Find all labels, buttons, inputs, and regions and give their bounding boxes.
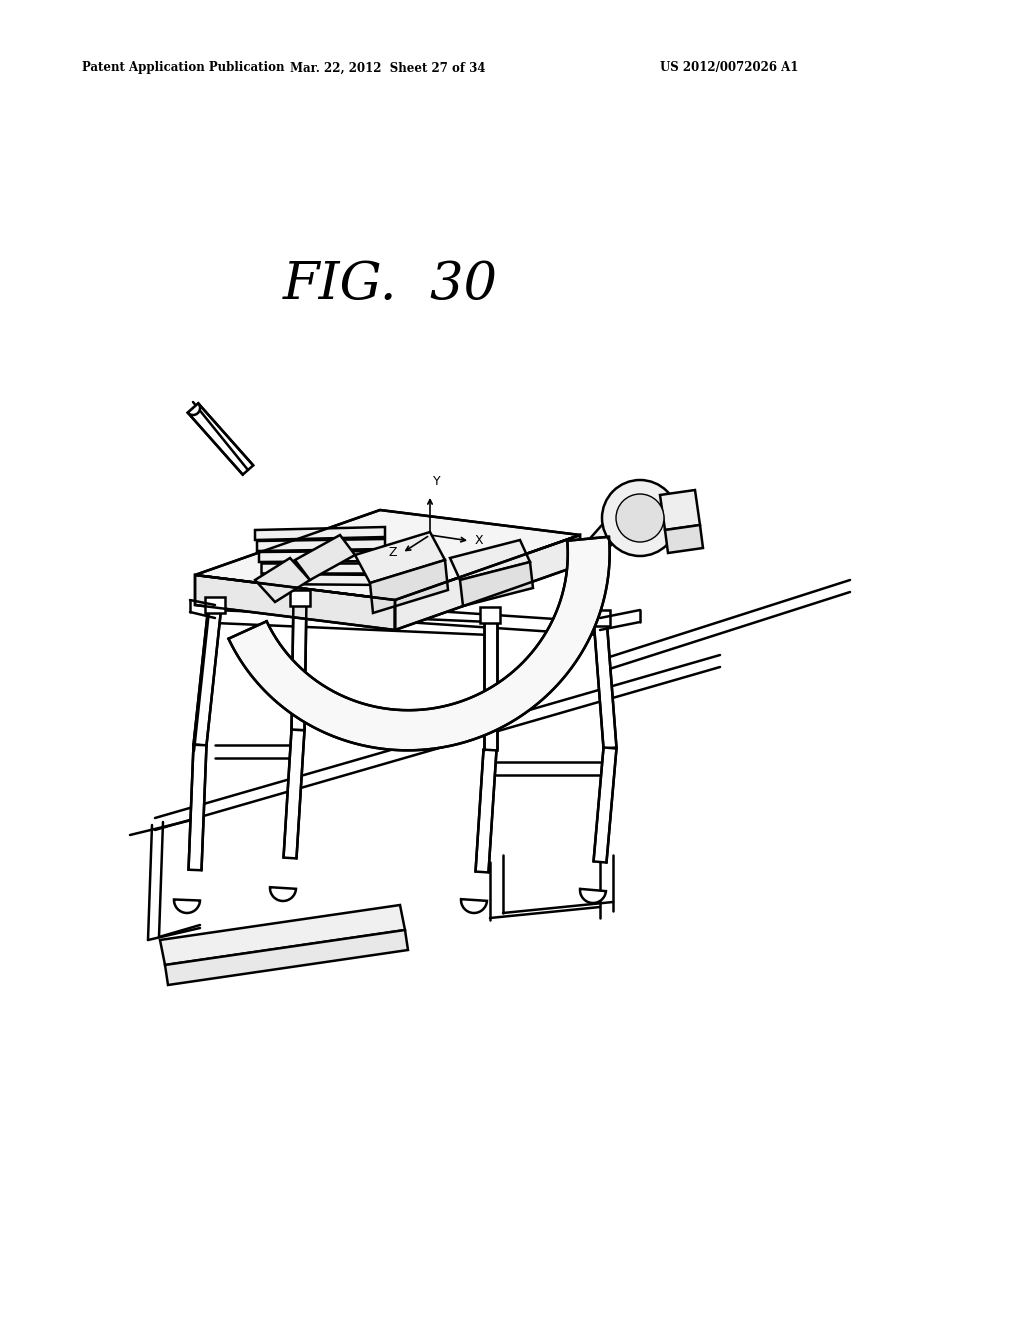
Text: X: X (475, 535, 483, 548)
Polygon shape (295, 535, 355, 579)
Polygon shape (194, 605, 221, 746)
Polygon shape (195, 576, 395, 630)
Text: FIG.  30: FIG. 30 (283, 260, 498, 310)
Wedge shape (580, 888, 606, 903)
Wedge shape (174, 899, 200, 913)
Polygon shape (594, 618, 616, 748)
Polygon shape (263, 574, 385, 585)
Wedge shape (461, 899, 487, 913)
Polygon shape (450, 540, 530, 579)
Polygon shape (480, 607, 500, 623)
Circle shape (602, 480, 678, 556)
Polygon shape (284, 730, 304, 858)
Polygon shape (259, 550, 385, 562)
Polygon shape (261, 564, 385, 573)
Polygon shape (292, 598, 306, 730)
Polygon shape (165, 931, 408, 985)
Polygon shape (460, 562, 534, 606)
Polygon shape (594, 747, 616, 862)
Circle shape (616, 494, 664, 543)
Polygon shape (665, 525, 703, 553)
Polygon shape (188, 744, 207, 870)
Polygon shape (395, 535, 580, 630)
Polygon shape (160, 906, 406, 965)
Polygon shape (578, 482, 658, 562)
Polygon shape (187, 404, 253, 475)
Polygon shape (257, 539, 385, 550)
Polygon shape (195, 510, 580, 601)
Polygon shape (255, 527, 385, 540)
Polygon shape (290, 590, 310, 606)
Polygon shape (355, 532, 445, 583)
Polygon shape (370, 560, 449, 612)
Polygon shape (660, 490, 700, 531)
Text: Patent Application Publication: Patent Application Publication (82, 62, 285, 74)
Polygon shape (483, 615, 497, 750)
Text: Mar. 22, 2012  Sheet 27 of 34: Mar. 22, 2012 Sheet 27 of 34 (290, 62, 485, 74)
Wedge shape (187, 404, 200, 414)
Polygon shape (205, 597, 225, 612)
Polygon shape (255, 558, 310, 602)
Polygon shape (475, 750, 497, 873)
Polygon shape (228, 537, 609, 750)
Text: Y: Y (433, 475, 440, 488)
Text: US 2012/0072026 A1: US 2012/0072026 A1 (660, 62, 799, 74)
Text: Z: Z (388, 546, 397, 560)
Polygon shape (590, 610, 610, 626)
Wedge shape (270, 887, 296, 902)
